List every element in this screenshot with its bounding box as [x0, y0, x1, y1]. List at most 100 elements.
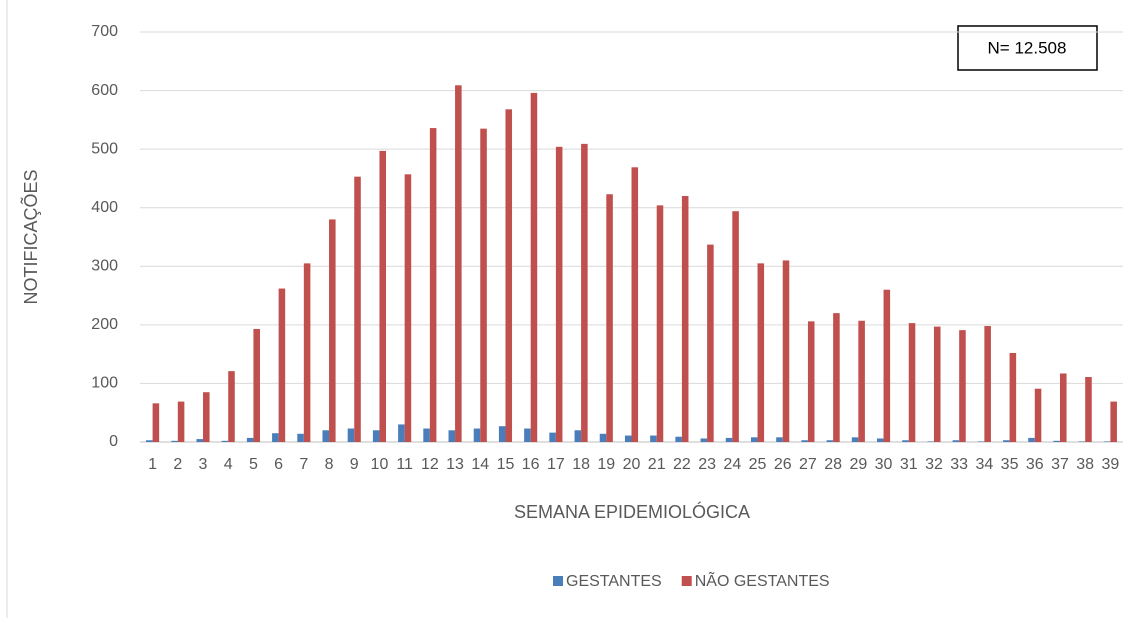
bar	[858, 320, 865, 442]
bar	[196, 439, 204, 442]
bar	[322, 430, 330, 442]
bar	[1103, 441, 1111, 442]
x-tick-label: 26	[774, 456, 792, 473]
y-tick-label: 0	[109, 433, 118, 450]
bar	[757, 263, 765, 442]
bar	[303, 263, 311, 442]
bar	[347, 428, 355, 442]
x-tick-label: 8	[325, 456, 334, 473]
bar	[599, 433, 607, 442]
bar	[707, 244, 714, 442]
x-tick-label: 31	[900, 456, 918, 473]
bar	[833, 313, 840, 442]
bar	[782, 260, 790, 442]
bar	[404, 174, 412, 443]
x-tick-label: 5	[249, 456, 258, 473]
bar	[1034, 388, 1042, 442]
bar	[750, 437, 758, 442]
bar	[681, 196, 689, 442]
bar	[908, 323, 916, 442]
bar	[1059, 373, 1067, 442]
bar	[549, 432, 556, 442]
x-tick-label: 35	[1001, 456, 1019, 473]
annotation-box	[957, 25, 1098, 71]
bar	[379, 150, 387, 442]
x-tick-label: 17	[547, 456, 565, 473]
bar	[933, 326, 941, 442]
bar	[530, 92, 538, 443]
bar	[883, 289, 891, 442]
bar	[1009, 352, 1017, 442]
bar	[732, 211, 739, 442]
x-tick-label: 27	[799, 456, 817, 473]
bar	[801, 440, 808, 442]
x-tick-label: 12	[421, 456, 439, 473]
x-tick-label: 16	[522, 456, 540, 473]
bar	[297, 433, 304, 442]
x-tick-label: 32	[925, 456, 943, 473]
bar	[725, 437, 733, 442]
bar	[606, 194, 613, 442]
bar	[631, 167, 639, 443]
y-tick-label: 400	[91, 199, 118, 216]
bar	[1028, 437, 1035, 442]
bar	[272, 433, 279, 442]
x-tick-label: 9	[350, 456, 359, 473]
bar	[372, 430, 380, 442]
bar	[228, 371, 235, 442]
y-tick-label: 600	[91, 82, 118, 99]
x-tick-label: 30	[875, 456, 893, 473]
x-tick-label: 34	[975, 456, 993, 473]
bar	[876, 438, 884, 442]
bar	[1085, 376, 1092, 442]
bar	[581, 143, 588, 442]
bar	[278, 288, 286, 442]
bar	[177, 401, 185, 442]
x-tick-label: 36	[1026, 456, 1044, 473]
annotation: N= 12.508	[988, 38, 1067, 57]
bar	[1110, 401, 1117, 442]
bar	[473, 428, 481, 442]
x-tick-label: 21	[648, 456, 666, 473]
bar	[959, 330, 966, 442]
bar	[524, 428, 531, 442]
bar	[429, 128, 437, 443]
legend-swatch	[553, 576, 563, 586]
x-tick-label: 4	[224, 456, 233, 473]
bar	[1078, 441, 1086, 442]
y-tick-label: 200	[91, 316, 118, 333]
bar	[807, 321, 815, 442]
bar	[650, 435, 657, 442]
x-tick-label: 37	[1051, 456, 1069, 473]
bar	[448, 430, 456, 442]
y-tick-label: 500	[91, 140, 118, 157]
x-tick-label: 23	[698, 456, 716, 473]
bar	[902, 440, 909, 442]
x-tick-label: 33	[950, 456, 968, 473]
bar	[1053, 440, 1060, 442]
bar	[423, 428, 430, 442]
bar	[675, 436, 682, 442]
bar	[977, 441, 985, 442]
bar	[398, 424, 405, 442]
bar	[700, 438, 708, 442]
bar	[984, 326, 991, 442]
y-tick-label: 700	[91, 23, 118, 40]
bar	[656, 205, 664, 442]
bar	[455, 85, 462, 443]
bar	[171, 440, 178, 442]
x-tick-label: 15	[497, 456, 515, 473]
bar	[505, 109, 513, 443]
x-tick-label: 3	[199, 456, 208, 473]
x-tick-label: 7	[299, 456, 308, 473]
y-axis-title: NOTIFICAÇÕES	[20, 169, 41, 304]
bar	[246, 437, 254, 442]
legend-swatch	[681, 576, 692, 586]
x-tick-label: 14	[471, 456, 489, 473]
x-tick-label: 29	[849, 456, 867, 473]
x-tick-label: 2	[173, 456, 182, 473]
bar	[776, 437, 783, 442]
bar	[826, 440, 834, 442]
x-tick-label: 13	[446, 456, 464, 473]
